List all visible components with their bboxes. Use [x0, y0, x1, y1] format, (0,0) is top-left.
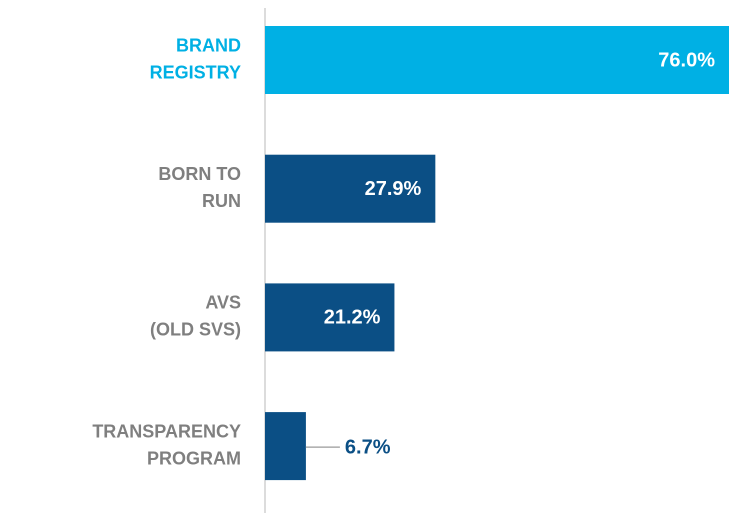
value-label: 6.7%	[345, 436, 391, 458]
category-label: AVS	[205, 293, 241, 313]
bar	[265, 412, 306, 481]
value-label: 27.9%	[365, 178, 422, 200]
bar	[265, 26, 729, 94]
category-label: PROGRAM	[147, 448, 241, 468]
category-label: (OLD SVS)	[150, 320, 241, 340]
value-label: 21.2%	[324, 307, 381, 329]
category-label: RUN	[202, 191, 241, 211]
category-label: BORN TO	[158, 164, 241, 184]
category-label: TRANSPARENCY	[92, 421, 241, 441]
category-label: REGISTRY	[150, 62, 241, 82]
value-label: 76.0%	[658, 49, 715, 71]
bar	[265, 283, 395, 352]
category-label: BRAND	[176, 35, 241, 55]
bar	[265, 154, 436, 223]
